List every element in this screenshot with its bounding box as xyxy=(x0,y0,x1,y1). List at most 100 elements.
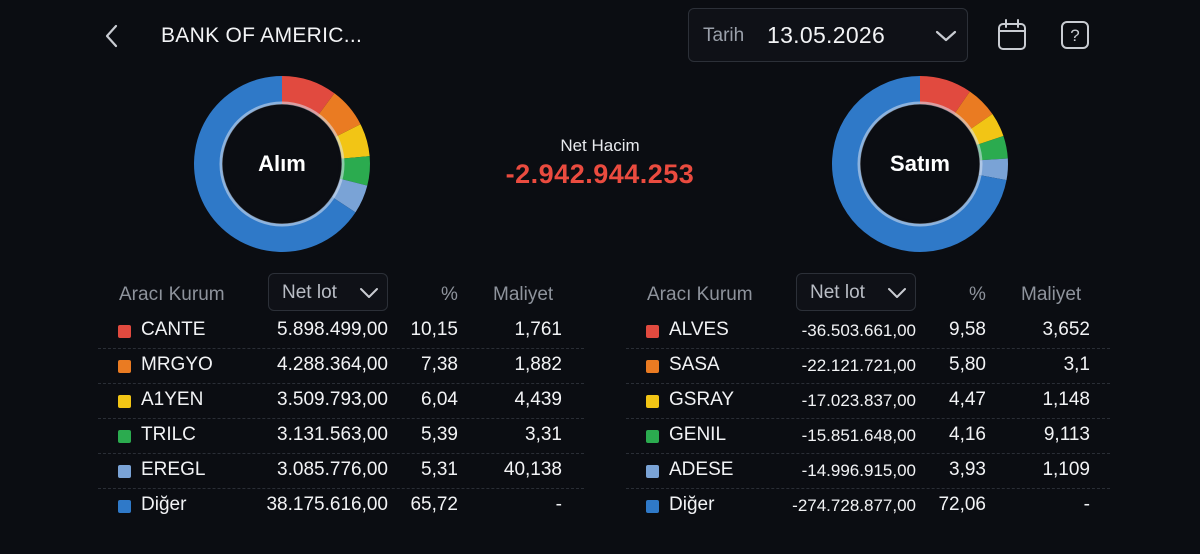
color-swatch xyxy=(646,465,659,478)
sell-sort-label: Net lot xyxy=(810,282,865,303)
table-row[interactable]: ALVES -36.503.661,00 9,58 3,652 xyxy=(626,314,1110,349)
cost-value: 40,138 xyxy=(503,459,562,480)
net-lot-value: -14.996.915,00 xyxy=(801,461,916,480)
row-divider xyxy=(98,383,584,384)
chevron-left-icon xyxy=(105,24,118,48)
help-icon[interactable]: ? xyxy=(1060,20,1090,50)
date-picker[interactable]: Tarih 13.05.2026 xyxy=(688,8,968,62)
net-lot-value: -15.851.648,00 xyxy=(801,426,916,445)
net-lot-value: 38.175.616,00 xyxy=(266,494,388,515)
donut-hole xyxy=(225,107,339,221)
buy-sort-label: Net lot xyxy=(282,282,337,303)
calendar-icon[interactable] xyxy=(996,18,1028,52)
table-row[interactable]: EREGL 3.085.776,00 5,31 40,138 xyxy=(98,454,584,489)
buy-col-pct: % xyxy=(441,284,458,305)
net-volume-label: Net Hacim xyxy=(560,136,640,155)
sell-col-cost: Maliyet xyxy=(1021,284,1082,305)
cost-value: 4,439 xyxy=(514,389,562,410)
table-row[interactable]: Diğer -274.728.877,00 72,06 - xyxy=(626,489,1110,524)
sell-donut-chart xyxy=(832,76,1008,252)
cost-value: 1,761 xyxy=(514,319,562,340)
cost-value: 1,109 xyxy=(1042,459,1090,480)
sell-sort-dropdown[interactable]: Net lot xyxy=(796,273,916,311)
color-swatch xyxy=(646,395,659,408)
buy-col-broker: Aracı Kurum xyxy=(119,284,225,305)
color-swatch xyxy=(118,395,131,408)
donut-slice-gsray xyxy=(969,113,1004,145)
cost-value: 3,652 xyxy=(1042,319,1090,340)
row-divider xyxy=(98,488,584,489)
cost-value: - xyxy=(555,494,562,515)
net-lot-value: -274.728.877,00 xyxy=(792,496,916,515)
buy-donut-chart xyxy=(194,76,370,252)
net-volume-value: -2.942.944.253 xyxy=(505,159,695,189)
broker-name: Diğer xyxy=(669,494,715,515)
date-label: Tarih xyxy=(703,25,745,46)
net-lot-value: 3.131.563,00 xyxy=(277,424,388,445)
row-divider xyxy=(98,418,584,419)
percent-value: 3,93 xyxy=(949,459,986,480)
row-divider xyxy=(626,418,1110,419)
donut-slice-a1yen xyxy=(335,124,370,159)
percent-value: 9,58 xyxy=(949,319,986,340)
percent-value: 65,72 xyxy=(410,494,458,515)
broker-name: GSRAY xyxy=(669,389,735,410)
chevron-down-icon xyxy=(935,30,957,42)
percent-value: 4,16 xyxy=(949,424,986,445)
broker-name: EREGL xyxy=(141,459,206,480)
percent-value: 72,06 xyxy=(938,494,986,515)
buy-sort-dropdown[interactable]: Net lot xyxy=(268,273,388,311)
buy-col-cost: Maliyet xyxy=(493,284,554,305)
broker-name: ADESE xyxy=(669,459,734,480)
donut-slice-trilc xyxy=(340,156,370,186)
net-lot-value: 3.085.776,00 xyxy=(277,459,388,480)
net-lot-value: 4.288.364,00 xyxy=(277,354,388,375)
table-row[interactable]: Diğer 38.175.616,00 65,72 - xyxy=(98,489,584,524)
color-swatch xyxy=(118,500,131,513)
table-row[interactable]: GSRAY -17.023.837,00 4,47 1,148 xyxy=(626,384,1110,419)
broker-name: SASA xyxy=(669,354,720,375)
donut-inner-ring xyxy=(219,101,345,227)
sell-chart-label: Satım xyxy=(890,151,950,176)
color-swatch xyxy=(646,360,659,373)
donut-slice-cante xyxy=(282,76,335,116)
donut-slice-eregl xyxy=(332,178,368,213)
page-title: BANK OF AMERIC... xyxy=(161,24,363,47)
back-button[interactable] xyxy=(100,22,124,50)
broker-name: GENIL xyxy=(669,424,727,445)
table-row[interactable]: GENIL -15.851.648,00 4,16 9,113 xyxy=(626,419,1110,454)
chevron-down-icon xyxy=(360,288,378,298)
percent-value: 7,38 xyxy=(421,354,458,375)
table-row[interactable]: TRILC 3.131.563,00 5,39 3,31 xyxy=(98,419,584,454)
percent-value: 5,31 xyxy=(421,459,458,480)
broker-name: Diğer xyxy=(141,494,187,515)
net-lot-value: -22.121.721,00 xyxy=(801,356,916,375)
table-row[interactable]: CANTE 5.898.499,00 10,15 1,761 xyxy=(98,314,584,349)
donut-inner-ring xyxy=(857,101,983,227)
table-row[interactable]: ADESE -14.996.915,00 3,93 1,109 xyxy=(626,454,1110,489)
color-swatch xyxy=(118,325,131,338)
donut-slice-diğer xyxy=(194,76,356,252)
table-row[interactable]: SASA -22.121.721,00 5,80 3,1 xyxy=(626,349,1110,384)
percent-value: 6,04 xyxy=(421,389,458,410)
row-divider xyxy=(626,453,1110,454)
table-row[interactable]: A1YEN 3.509.793,00 6,04 4,439 xyxy=(98,384,584,419)
row-divider xyxy=(626,488,1110,489)
net-lot-value: 3.509.793,00 xyxy=(277,389,388,410)
net-lot-value: -36.503.661,00 xyxy=(801,321,916,340)
cost-value: 3,1 xyxy=(1063,354,1090,375)
table-row[interactable]: MRGYO 4.288.364,00 7,38 1,882 xyxy=(98,349,584,384)
color-swatch xyxy=(118,430,131,443)
color-swatch xyxy=(646,325,659,338)
row-divider xyxy=(626,383,1110,384)
color-swatch xyxy=(118,360,131,373)
color-swatch xyxy=(646,500,659,513)
row-divider xyxy=(98,453,584,454)
donut-hole xyxy=(863,107,977,221)
donut-slice-adese xyxy=(978,158,1008,181)
row-divider xyxy=(98,348,584,349)
broker-name: ALVES xyxy=(669,319,729,340)
sell-col-broker: Aracı Kurum xyxy=(647,284,753,305)
color-swatch xyxy=(646,430,659,443)
broker-name: A1YEN xyxy=(141,389,204,410)
